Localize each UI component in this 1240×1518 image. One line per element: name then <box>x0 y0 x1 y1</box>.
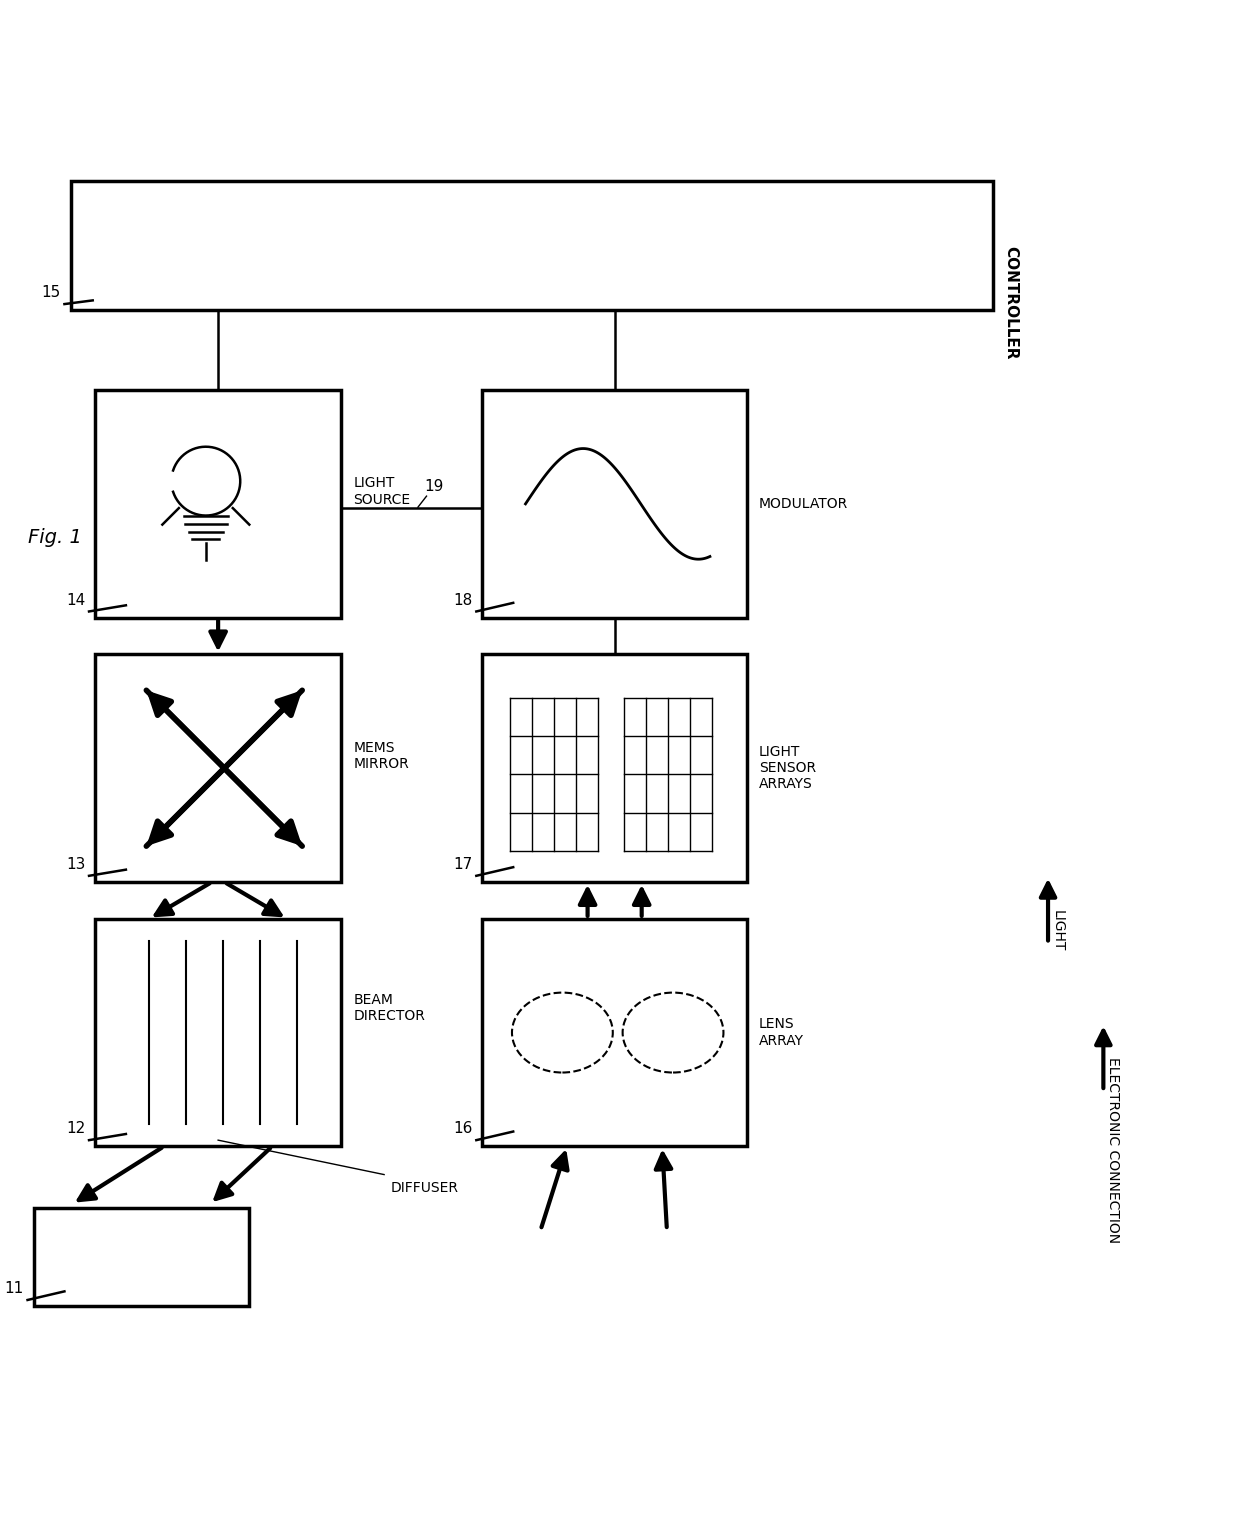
Bar <box>95 390 341 618</box>
Text: 15: 15 <box>41 285 61 301</box>
Text: 19: 19 <box>424 478 444 493</box>
Text: Fig. 1: Fig. 1 <box>27 528 82 546</box>
Bar <box>482 654 746 882</box>
Text: 11: 11 <box>5 1281 24 1296</box>
Bar <box>95 918 341 1146</box>
Text: MODULATOR: MODULATOR <box>759 496 848 512</box>
Bar <box>482 918 746 1146</box>
Text: LENS
ARRAY: LENS ARRAY <box>759 1017 804 1047</box>
Ellipse shape <box>512 993 613 1073</box>
Text: 17: 17 <box>454 858 472 873</box>
Text: LIGHT
SENSOR
ARRAYS: LIGHT SENSOR ARRAYS <box>759 745 816 791</box>
Text: 18: 18 <box>454 592 472 607</box>
Text: LIGHT: LIGHT <box>1050 909 1065 950</box>
Text: MEMS
MIRROR: MEMS MIRROR <box>353 741 409 771</box>
Bar <box>482 390 746 618</box>
Text: CONTROLLER: CONTROLLER <box>1003 246 1018 360</box>
Text: LIGHT
SOURCE: LIGHT SOURCE <box>353 477 410 507</box>
Text: BEAM
DIRECTOR: BEAM DIRECTOR <box>353 993 425 1023</box>
Text: 14: 14 <box>66 592 86 607</box>
Text: 16: 16 <box>454 1122 472 1137</box>
Text: DIFFUSER: DIFFUSER <box>391 1181 459 1195</box>
Text: ELECTRONIC CONNECTION: ELECTRONIC CONNECTION <box>1106 1057 1120 1243</box>
Bar <box>33 1208 249 1305</box>
Ellipse shape <box>622 993 723 1073</box>
Bar <box>95 654 341 882</box>
Text: 13: 13 <box>66 858 86 873</box>
Bar <box>71 181 993 310</box>
Text: 12: 12 <box>66 1122 86 1137</box>
